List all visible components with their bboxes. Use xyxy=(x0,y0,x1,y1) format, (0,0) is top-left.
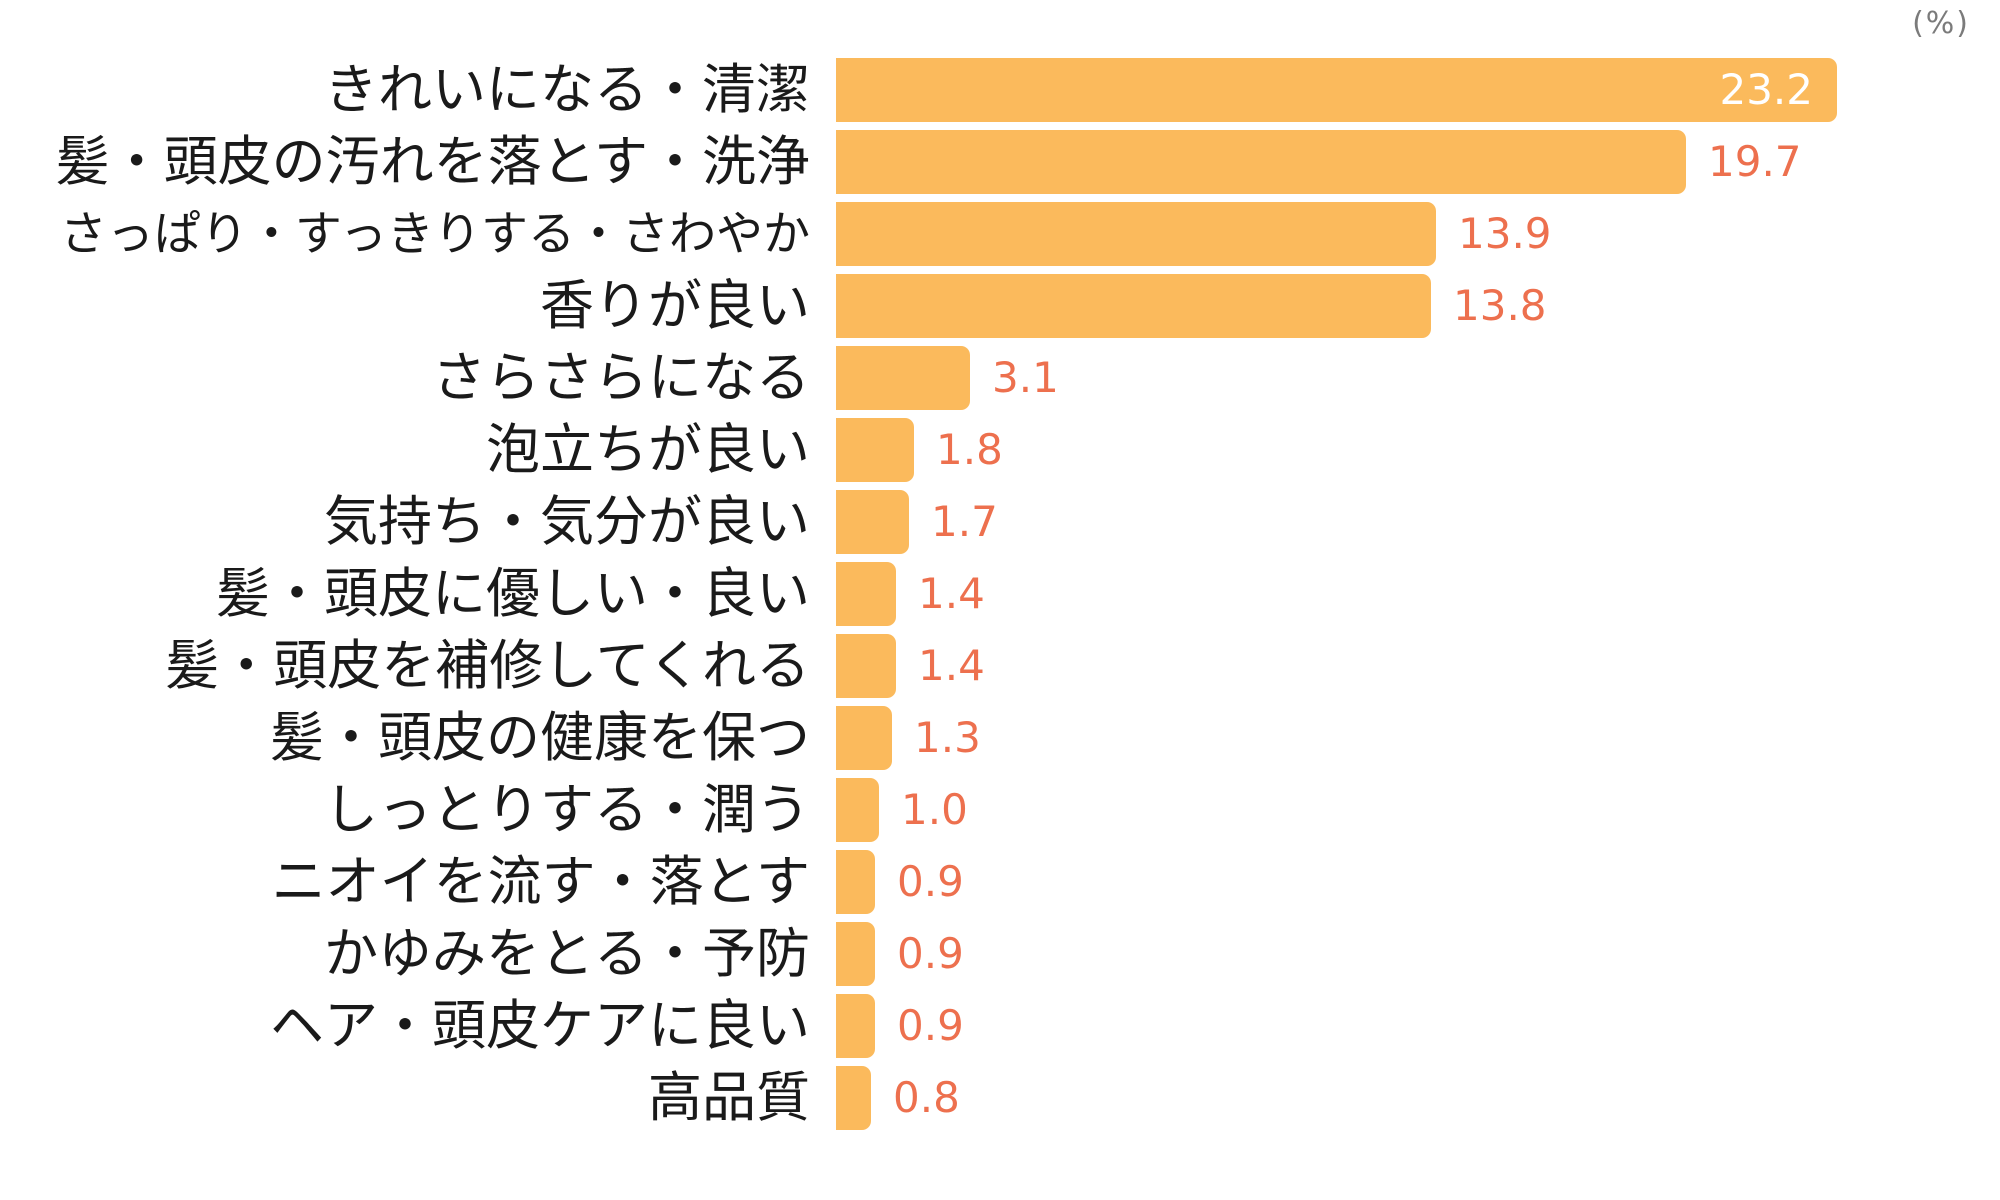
bar xyxy=(836,346,970,410)
category-label: ヘア・頭皮ケアに良い xyxy=(270,994,810,1057)
bar xyxy=(836,490,909,554)
bar-track: 13.8 xyxy=(836,274,1547,338)
bar xyxy=(836,778,879,842)
value-label: 1.7 xyxy=(931,497,998,546)
bar-track: 0.9 xyxy=(836,994,964,1058)
bar-row: 髪・頭皮を補修してくれる 1.4 xyxy=(0,630,2000,702)
value-label: 0.8 xyxy=(893,1073,960,1122)
bar xyxy=(836,130,1686,194)
percent-unit-label: (%) xyxy=(1912,6,1970,41)
category-label: 髪・頭皮の健康を保つ xyxy=(270,706,810,769)
value-label: 3.1 xyxy=(992,353,1059,402)
category-label: きれいになる・清潔 xyxy=(324,58,810,121)
bar-row: かゆみをとる・予防 0.9 xyxy=(0,918,2000,990)
bar-row: ヘア・頭皮ケアに良い 0.9 xyxy=(0,990,2000,1062)
bar xyxy=(836,418,914,482)
bar xyxy=(836,274,1431,338)
bar-track: 1.8 xyxy=(836,418,1003,482)
value-label: 1.3 xyxy=(914,713,981,762)
value-label: 19.7 xyxy=(1708,137,1802,186)
bar xyxy=(836,1066,871,1130)
bar-track: 1.7 xyxy=(836,490,998,554)
category-label: しっとりする・潤う xyxy=(324,778,810,841)
category-label: 高品質 xyxy=(648,1066,810,1129)
bar xyxy=(836,706,892,770)
bar-row: きれいになる・清潔 23.2 xyxy=(0,54,2000,126)
bar-row: 高品質 0.8 xyxy=(0,1062,2000,1134)
value-label: 1.4 xyxy=(918,641,985,690)
bar-row: 香りが良い 13.8 xyxy=(0,270,2000,342)
bar-row: さらさらになる 3.1 xyxy=(0,342,2000,414)
bar-track: 1.4 xyxy=(836,634,985,698)
value-label: 1.0 xyxy=(901,785,968,834)
bar xyxy=(836,922,875,986)
bar: 23.2 xyxy=(836,58,1837,122)
category-label: かゆみをとる・予防 xyxy=(324,922,810,985)
bar-track: 0.9 xyxy=(836,850,964,914)
bar xyxy=(836,850,875,914)
category-label: ニオイを流す・落とす xyxy=(271,850,810,913)
bar-track: 1.4 xyxy=(836,562,985,626)
bar-track: 0.8 xyxy=(836,1066,960,1130)
category-label: 香りが良い xyxy=(540,274,810,337)
category-label: 気持ち・気分が良い xyxy=(324,490,810,553)
bar-row: 髪・頭皮の健康を保つ 1.3 xyxy=(0,702,2000,774)
category-label: 髪・頭皮に優しい・良い xyxy=(216,562,810,625)
value-label: 23.2 xyxy=(1719,65,1813,114)
bar xyxy=(836,634,896,698)
value-label: 13.8 xyxy=(1453,281,1547,330)
bar-track: 1.3 xyxy=(836,706,981,770)
value-label: 1.8 xyxy=(936,425,1003,474)
bar-row: 髪・頭皮に優しい・良い 1.4 xyxy=(0,558,2000,630)
bar-track: 19.7 xyxy=(836,130,1802,194)
category-label: 髪・頭皮を補修してくれる xyxy=(165,634,810,697)
bar xyxy=(836,202,1436,266)
bar-track: 13.9 xyxy=(836,202,1552,266)
chart: きれいになる・清潔 23.2 髪・頭皮の汚れを落とす・洗浄 19.7 さっぱり・すっきり… xyxy=(0,54,2000,1134)
category-label: さらさらになる xyxy=(432,346,810,409)
bar-row: 髪・頭皮の汚れを落とす・洗浄 19.7 xyxy=(0,126,2000,198)
value-label: 0.9 xyxy=(897,1001,964,1050)
value-label: 13.9 xyxy=(1458,209,1552,258)
category-label: 泡立ちが良い xyxy=(486,418,810,481)
bar-row: 泡立ちが良い 1.8 xyxy=(0,414,2000,486)
category-label: さっぱり・すっきりする・さわやか xyxy=(59,206,810,262)
bar-row: 気持ち・気分が良い 1.7 xyxy=(0,486,2000,558)
bar-track: 3.1 xyxy=(836,346,1059,410)
bar xyxy=(836,994,875,1058)
category-label: 髪・頭皮の汚れを落とす・洗浄 xyxy=(55,130,810,193)
bar-track: 23.2 xyxy=(836,58,1837,122)
value-label: 1.4 xyxy=(918,569,985,618)
value-label: 0.9 xyxy=(897,857,964,906)
bar-track: 1.0 xyxy=(836,778,968,842)
bar-row: しっとりする・潤う 1.0 xyxy=(0,774,2000,846)
bar-row: さっぱり・すっきりする・さわやか 13.9 xyxy=(0,198,2000,270)
bar-row: ニオイを流す・落とす 0.9 xyxy=(0,846,2000,918)
bar xyxy=(836,562,896,626)
bar-track: 0.9 xyxy=(836,922,964,986)
value-label: 0.9 xyxy=(897,929,964,978)
